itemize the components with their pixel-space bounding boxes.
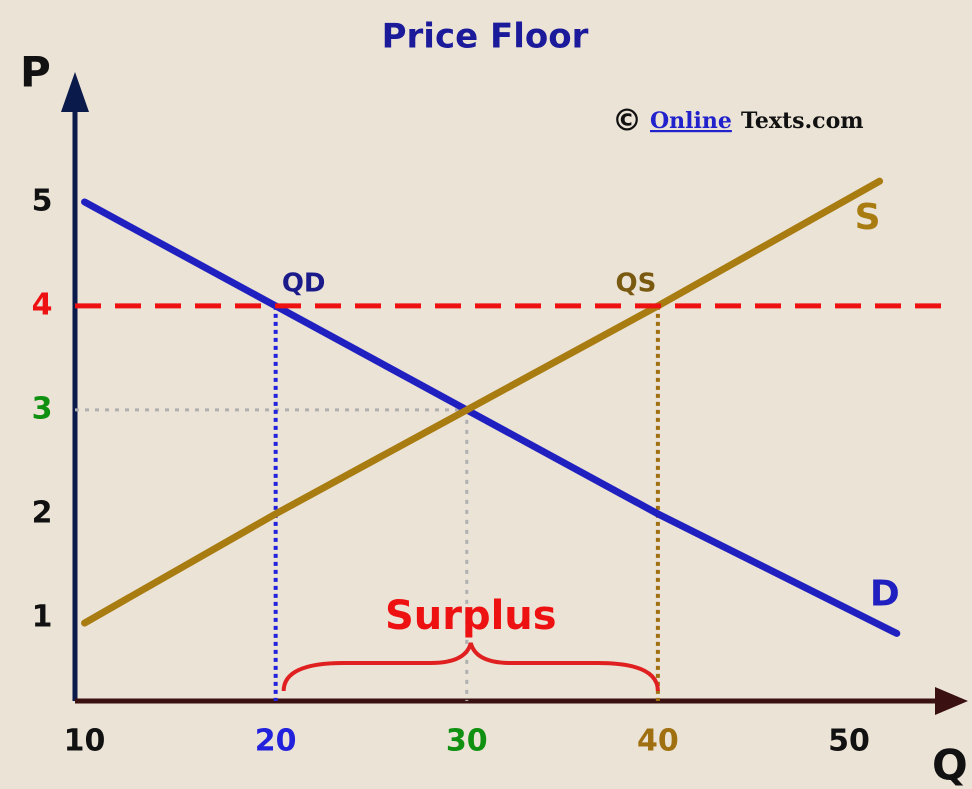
x-tick-label: 40 xyxy=(637,724,679,759)
y-axis-label: P xyxy=(20,48,51,97)
y-tick-label: 2 xyxy=(32,495,53,530)
credit-symbol: © xyxy=(612,104,642,139)
y-axis-arrow xyxy=(61,72,89,112)
x-axis-arrow xyxy=(935,687,968,715)
x-axis-label: Q xyxy=(932,741,968,789)
curve-label: S xyxy=(855,197,881,238)
curve xyxy=(81,177,884,627)
credit-link[interactable]: Online xyxy=(650,108,732,134)
y-tick-label: 3 xyxy=(32,391,53,426)
credit-text: Texts.com xyxy=(741,108,864,134)
surplus-label: Surplus xyxy=(385,593,557,639)
qs-label: QS xyxy=(615,268,656,298)
chart-title: Price Floor xyxy=(382,17,589,57)
surplus-brace xyxy=(281,642,660,692)
x-tick-label: 10 xyxy=(64,724,106,759)
y-tick-label: 1 xyxy=(32,599,53,634)
y-tick-label: 4 xyxy=(32,287,53,322)
y-tick-label: 5 xyxy=(32,183,53,218)
qd-label: QD xyxy=(282,268,326,298)
x-tick-label: 30 xyxy=(446,724,488,759)
curve-label: D xyxy=(870,573,900,614)
x-tick-label: 50 xyxy=(828,724,870,759)
x-tick-label: 20 xyxy=(255,724,297,759)
